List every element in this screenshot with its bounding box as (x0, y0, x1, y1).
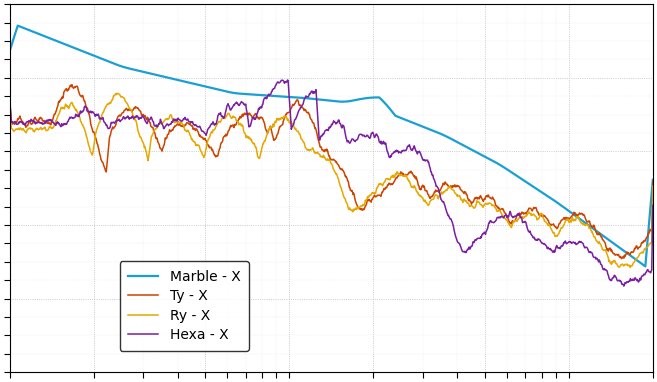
Ty - X (649, 179, 657, 184)
Ty - X (91, 136, 99, 140)
Ry - X (115, 91, 123, 96)
Marble - X (344, 99, 352, 104)
Ty - X (344, 179, 352, 184)
Line: Ty - X: Ty - X (10, 85, 653, 259)
Hexa - X (223, 106, 231, 110)
Ty - X (68, 83, 76, 87)
Line: Marble - X: Marble - X (10, 26, 653, 266)
Ty - X (618, 256, 625, 261)
Marble - X (641, 264, 649, 269)
Ry - X (285, 120, 293, 125)
Marble - X (223, 89, 231, 94)
Marble - X (6, 49, 14, 53)
Ry - X (91, 136, 99, 140)
Marble - X (91, 54, 99, 59)
Line: Ry - X: Ry - X (10, 93, 653, 267)
Hexa - X (285, 94, 293, 99)
Marble - X (285, 95, 293, 99)
Ry - X (112, 91, 120, 96)
Hexa - X (284, 78, 292, 82)
Ry - X (6, 99, 14, 104)
Hexa - X (620, 284, 628, 288)
Marble - X (357, 97, 365, 101)
Ry - X (649, 184, 657, 188)
Ty - X (6, 97, 14, 102)
Hexa - X (649, 203, 657, 207)
Hexa - X (6, 97, 14, 101)
Ty - X (223, 133, 231, 138)
Legend: Marble - X, Ty - X, Ry - X, Hexa - X: Marble - X, Ty - X, Ry - X, Hexa - X (120, 261, 248, 351)
Hexa - X (91, 114, 99, 118)
Hexa - X (114, 118, 122, 122)
Marble - X (115, 63, 123, 68)
Ty - X (115, 113, 123, 118)
Ty - X (285, 110, 293, 115)
Marble - X (14, 23, 22, 28)
Ty - X (357, 207, 365, 212)
Ry - X (626, 265, 634, 270)
Hexa - X (357, 132, 365, 137)
Ry - X (357, 204, 365, 208)
Marble - X (649, 178, 657, 182)
Ry - X (223, 113, 231, 118)
Line: Hexa - X: Hexa - X (10, 80, 653, 286)
Hexa - X (344, 138, 352, 143)
Ry - X (344, 206, 352, 210)
